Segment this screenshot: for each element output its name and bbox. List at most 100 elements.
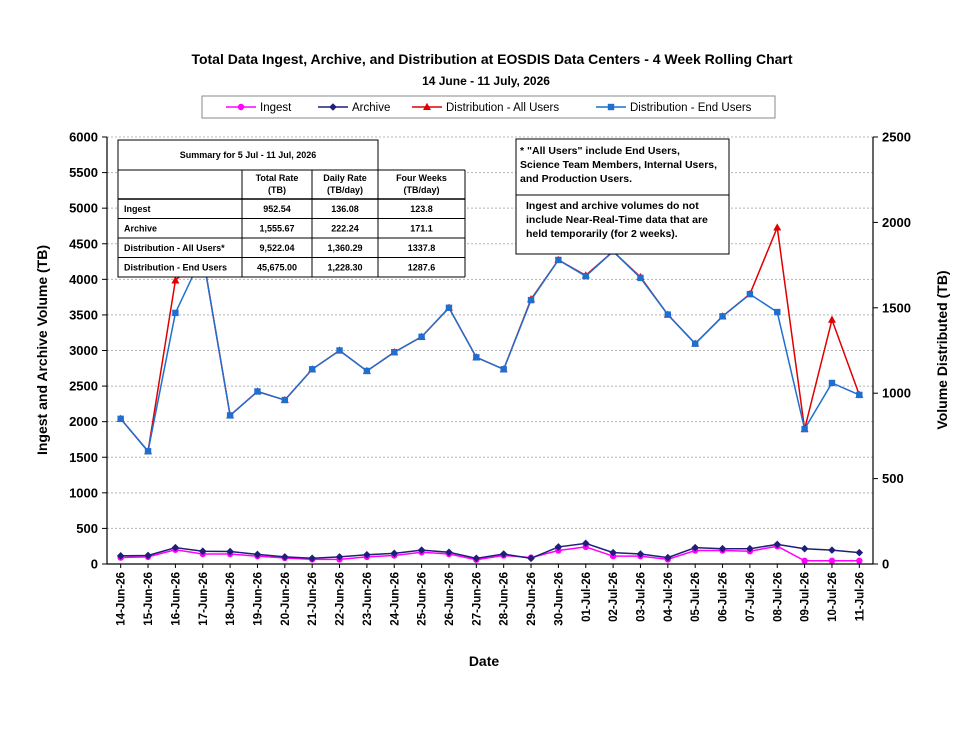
series-line-square bbox=[120, 250, 860, 453]
data-point-triangle bbox=[827, 315, 836, 323]
x-tick-label: 28-Jun-26 bbox=[499, 572, 511, 626]
x-tick-label: 17-Jun-26 bbox=[198, 572, 210, 626]
legend-label: Archive bbox=[352, 102, 390, 114]
data-point-triangle bbox=[773, 223, 782, 231]
data-point-diamond bbox=[226, 547, 234, 556]
y-right-tick-label: 500 bbox=[882, 471, 904, 486]
legend-marker bbox=[329, 103, 337, 111]
data-point-square bbox=[391, 349, 398, 356]
data-point-diamond bbox=[828, 546, 836, 554]
legend-marker bbox=[607, 103, 615, 111]
series-lines bbox=[120, 224, 861, 562]
y-left-tick-label: 2000 bbox=[69, 414, 98, 429]
legend-label: Ingest bbox=[260, 102, 292, 114]
data-point-diamond bbox=[445, 548, 453, 557]
x-tick-label: 01-Jul-26 bbox=[581, 572, 593, 622]
chart-subtitle: 14 June - 11 July, 2026 bbox=[422, 74, 550, 88]
data-point-diamond bbox=[308, 554, 316, 563]
table-cell: 1287.6 bbox=[408, 263, 436, 273]
data-point-diamond bbox=[664, 553, 672, 562]
table-cell: 1337.8 bbox=[408, 243, 436, 253]
data-point-square bbox=[582, 273, 589, 280]
summary-table: Summary for 5 Jul - 11 Jul, 2026 Total Ra… bbox=[117, 139, 466, 278]
series-line-circle bbox=[120, 545, 860, 562]
x-tick-label: 27-Jun-26 bbox=[471, 572, 483, 626]
x-tick-label: 25-Jun-26 bbox=[417, 572, 429, 626]
data-point-diamond bbox=[609, 548, 617, 557]
data-point-circle bbox=[828, 557, 836, 564]
data-point-square bbox=[500, 366, 507, 373]
x-tick-label: 07-Jul-26 bbox=[745, 572, 757, 622]
data-point-square bbox=[691, 340, 699, 347]
x-axis-label: Date bbox=[469, 653, 500, 669]
x-tick-label: 14-Jun-26 bbox=[116, 572, 128, 626]
table-border bbox=[117, 139, 379, 278]
y-left-tick-label: 0 bbox=[91, 557, 98, 572]
table-cell: 9,522.04 bbox=[259, 243, 294, 253]
y-left-tick-label: 1500 bbox=[69, 450, 98, 465]
data-point-square bbox=[555, 256, 562, 264]
x-tick-label: 24-Jun-26 bbox=[389, 572, 401, 626]
x-tick-label: 08-Jul-26 bbox=[772, 572, 784, 622]
data-point-circle bbox=[801, 557, 808, 564]
data-point-diamond bbox=[855, 548, 864, 557]
axes bbox=[102, 136, 878, 568]
table-cell: 952.54 bbox=[263, 204, 291, 214]
note-line: Ingest and archive volumes do not bbox=[526, 200, 699, 212]
table-row-label: Archive bbox=[124, 224, 157, 234]
data-point-square bbox=[254, 388, 261, 395]
data-point-square bbox=[445, 304, 453, 311]
y-left-tick-label: 5000 bbox=[69, 201, 98, 216]
y-right-tick-label: 2500 bbox=[882, 130, 911, 145]
data-point-square bbox=[719, 313, 726, 320]
x-tick-label: 04-Jul-26 bbox=[663, 572, 675, 622]
x-tick-label: 22-Jun-26 bbox=[335, 572, 347, 626]
data-point-diamond bbox=[636, 550, 645, 558]
data-point-diamond bbox=[335, 553, 344, 561]
table-col-header-unit: (TB/day) bbox=[327, 185, 363, 195]
x-tick-label: 03-Jul-26 bbox=[635, 572, 647, 622]
data-point-square bbox=[363, 367, 371, 375]
data-point-diamond bbox=[281, 553, 289, 561]
note-line: and Production Users. bbox=[520, 173, 632, 185]
y-left-tick-label: 5500 bbox=[69, 165, 98, 180]
legend-marker bbox=[237, 103, 245, 111]
legend-label: Distribution - End Users bbox=[630, 102, 752, 114]
data-point-square bbox=[308, 366, 316, 373]
x-tick-label: 11-Jul-26 bbox=[854, 572, 866, 621]
note-line: held temporarily (for 2 weeks). bbox=[526, 228, 678, 240]
data-point-diamond bbox=[390, 549, 399, 558]
data-point-diamond bbox=[581, 539, 590, 548]
notes-box: * "All Users" include End Users, Science … bbox=[515, 138, 730, 255]
y-right-tick-label: 0 bbox=[882, 557, 889, 572]
y-left-tick-label: 3000 bbox=[69, 343, 98, 358]
data-point-square bbox=[664, 311, 672, 318]
table-cell: 171.1 bbox=[410, 224, 433, 234]
table-cell: 1,360.29 bbox=[327, 243, 362, 253]
y-right-tick-label: 1000 bbox=[882, 386, 911, 401]
y-left-tick-label: 4000 bbox=[69, 272, 98, 287]
y-right-tick-label: 2000 bbox=[882, 215, 911, 230]
table-cell: 45,675.00 bbox=[257, 263, 297, 273]
x-tick-label: 10-Jul-26 bbox=[827, 572, 839, 622]
table-col-header: Four Weeks bbox=[396, 173, 447, 183]
table-row-label: Ingest bbox=[124, 204, 151, 214]
note-line: * "All Users" include End Users, bbox=[520, 145, 680, 157]
table-caption: Summary for 5 Jul - 11 Jul, 2026 bbox=[180, 150, 317, 160]
data-point-diamond bbox=[499, 550, 508, 558]
table-cell: 123.8 bbox=[410, 204, 433, 214]
y-left-tick-label: 2500 bbox=[69, 379, 98, 394]
x-tick-label: 26-Jun-26 bbox=[444, 572, 456, 626]
y-left-tick-label: 1000 bbox=[69, 485, 98, 500]
x-tick-label: 02-Jul-26 bbox=[608, 572, 620, 622]
data-point-square bbox=[172, 309, 179, 317]
table-cell: 1,228.30 bbox=[327, 263, 362, 273]
x-tick-label: 16-Jun-26 bbox=[170, 572, 182, 626]
x-tick-label: 06-Jul-26 bbox=[718, 572, 730, 622]
data-point-square bbox=[774, 308, 781, 316]
data-point-diamond bbox=[718, 544, 727, 553]
chart-title: Total Data Ingest, Archive, and Distribu… bbox=[191, 51, 792, 67]
data-point-diamond bbox=[773, 540, 782, 549]
data-point-diamond bbox=[144, 551, 152, 560]
